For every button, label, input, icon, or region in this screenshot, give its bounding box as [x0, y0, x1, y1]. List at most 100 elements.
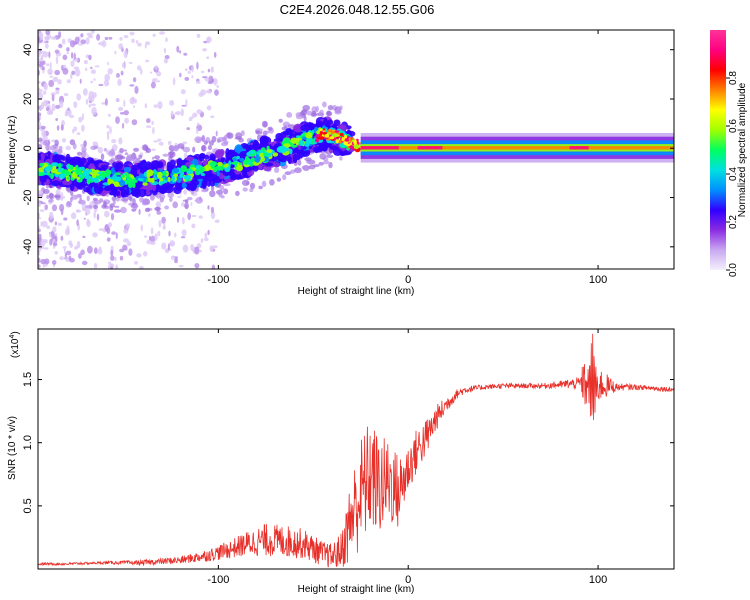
spectral-core-blob	[239, 157, 245, 162]
spectral-noise-blob	[38, 58, 41, 63]
spectral-core-blob	[91, 173, 97, 178]
spectral-noise-blob	[124, 117, 129, 124]
spectral-track-blob	[83, 186, 91, 193]
spectral-core-blob	[254, 156, 261, 163]
spectral-noise-blob	[185, 99, 188, 107]
spectral-noise-blob	[94, 65, 100, 68]
spectral-peak-blob	[329, 136, 335, 140]
spectral-noise-blob	[199, 249, 202, 253]
colorbar-gradient	[710, 30, 726, 270]
spectral-core-blob	[162, 171, 167, 176]
spectral-noise-blob	[44, 204, 48, 211]
spectral-noise-blob	[205, 89, 212, 94]
spectral-noise-blob	[98, 83, 104, 87]
spectral-noise-blob	[39, 138, 44, 142]
spectral-halo-blob	[100, 153, 105, 161]
spectral-noise-blob	[206, 105, 212, 111]
spectral-noise-blob	[38, 250, 41, 256]
spectral-halo-blob	[304, 157, 312, 162]
spectral-noise-blob	[38, 89, 43, 93]
spectral-noise-blob	[194, 246, 200, 255]
spectral-noise-blob	[69, 257, 75, 263]
spectral-noise-blob	[38, 112, 42, 117]
spectral-noise-blob	[106, 237, 111, 242]
spectral-noise-blob	[70, 212, 77, 220]
spectral-noise-blob	[214, 219, 220, 223]
spectral-core-blob	[126, 180, 131, 184]
spectral-core-blob	[179, 173, 184, 179]
colorbar-tick-label: 0.0	[728, 263, 739, 277]
spectral-core-blob	[288, 148, 293, 155]
spectral-noise-blob	[62, 246, 67, 249]
spectral-noise-blob	[90, 103, 96, 107]
spectral-noise-blob	[122, 244, 128, 251]
spectral-noise-blob	[76, 93, 82, 101]
spectral-peak-blob	[322, 128, 326, 131]
spectral-noise-blob	[175, 111, 181, 116]
spectral-halo-blob	[269, 179, 275, 186]
spectral-noise-blob	[81, 260, 88, 266]
spectral-halo-blob	[284, 171, 292, 176]
spectral-noise-blob	[91, 107, 97, 115]
spectral-noise-blob	[104, 210, 110, 218]
spectral-track-blob	[100, 164, 109, 169]
spectral-noise-blob	[119, 255, 124, 261]
spectral-noise-blob	[207, 205, 210, 210]
spectral-halo-blob	[334, 110, 342, 115]
spectral-noise-blob	[123, 228, 129, 234]
spectral-peak-blob	[333, 130, 340, 133]
spectral-noise-blob	[131, 96, 135, 102]
spectral-noise-blob	[149, 193, 155, 201]
spectral-noise-blob	[51, 260, 57, 265]
spectral-track-blob	[161, 186, 166, 194]
spectral-noise-blob	[186, 127, 190, 131]
spectral-halo-blob	[319, 109, 324, 115]
spectral-core-blob	[142, 182, 148, 186]
spectral-noise-blob	[150, 81, 156, 89]
spectral-core-blob	[50, 167, 58, 174]
spectral-halo-blob	[44, 141, 48, 146]
steady-tone-core	[360, 146, 674, 150]
spectral-halo-blob	[114, 154, 123, 161]
spectral-noise-blob	[42, 220, 48, 228]
spectral-core-blob	[167, 176, 171, 183]
spectral-noise-blob	[157, 101, 163, 110]
spectral-noise-blob	[123, 110, 129, 116]
spectral-noise-blob	[80, 33, 84, 38]
spectral-core-blob	[236, 155, 241, 160]
spectral-noise-blob	[181, 202, 185, 207]
spectral-noise-blob	[145, 41, 151, 46]
spectral-noise-blob	[191, 223, 196, 229]
spectral-noise-blob	[55, 56, 59, 65]
spectral-track-blob	[62, 179, 72, 186]
spectral-noise-blob	[76, 209, 80, 213]
spectral-noise-blob	[44, 43, 49, 49]
spectral-noise-blob	[78, 43, 83, 46]
spectral-noise-blob	[66, 225, 70, 234]
spectral-noise-blob	[172, 77, 176, 86]
spectral-noise-blob	[51, 103, 56, 112]
spectral-noise-blob	[125, 223, 131, 229]
spectral-noise-blob	[74, 36, 80, 45]
spectral-halo-blob	[201, 188, 209, 193]
spectral-halo-blob	[138, 154, 143, 160]
colorbar-ticks: 0.0 0.2 0.4 0.6 0.8	[726, 71, 739, 277]
svg-text:(x104): (x104)	[9, 331, 21, 358]
spectral-core-blob	[173, 173, 179, 177]
spectral-core-blob	[157, 171, 163, 179]
spectral-noise-blob	[157, 230, 161, 237]
spectral-noise-blob	[51, 94, 55, 102]
spectral-noise-blob	[51, 204, 58, 212]
spectral-halo-blob	[235, 190, 240, 197]
spectral-noise-blob	[58, 43, 63, 49]
spectral-noise-blob	[209, 245, 214, 252]
spectral-track-blob	[205, 172, 216, 182]
spectral-noise-blob	[73, 126, 78, 132]
spectral-noise-blob	[45, 106, 50, 112]
spectral-noise-blob	[88, 104, 92, 108]
spectral-track-blob	[103, 186, 112, 191]
spectral-noise-blob	[207, 36, 210, 44]
spectral-noise-blob	[119, 112, 125, 115]
spectral-track-blob	[114, 162, 120, 172]
spectral-noise-blob	[154, 233, 158, 241]
